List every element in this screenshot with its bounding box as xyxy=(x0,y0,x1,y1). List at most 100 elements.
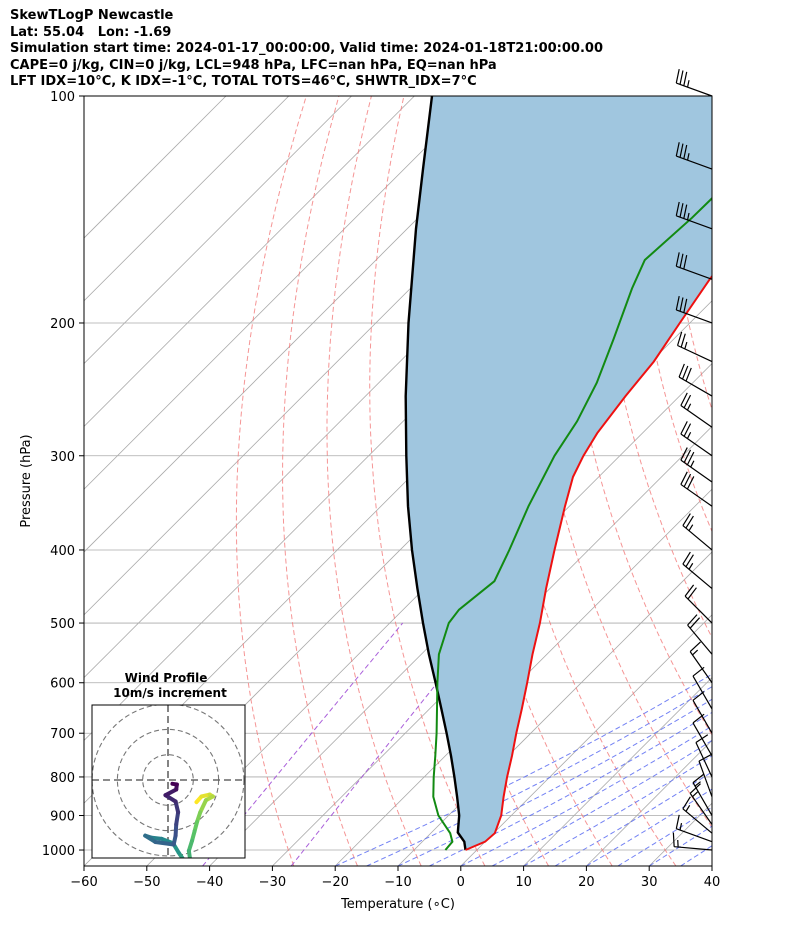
dry-adiabat-line xyxy=(596,96,712,639)
wind-barb-half-flag xyxy=(692,791,699,798)
wind-barb-half-flag xyxy=(679,823,683,831)
y-tick-label: 500 xyxy=(50,617,75,632)
title-line-stability: CAPE=0 j/kg, CIN=0 j/kg, LCL=948 hPa, LF… xyxy=(10,57,497,73)
wind-barb-shaft xyxy=(680,483,713,507)
wind-barb xyxy=(675,814,713,843)
y-tick-label: 800 xyxy=(50,771,75,786)
wind-barb-shaft xyxy=(692,722,713,757)
hodograph-trace-segment xyxy=(186,848,192,858)
temperature-profile-line xyxy=(465,274,712,851)
wind-barb-flag xyxy=(685,554,694,567)
wind-barb-half-flag xyxy=(694,781,701,787)
mixing-ratio-line xyxy=(202,622,404,866)
dry-adiabat-line xyxy=(729,96,794,866)
wind-barb xyxy=(689,641,713,684)
wind-barb-flag xyxy=(685,367,692,382)
wind-barb xyxy=(675,252,713,280)
wind-barb xyxy=(698,753,713,798)
wind-barb-flag xyxy=(692,691,705,701)
wind-barb-shaft xyxy=(676,265,713,280)
wind-barb xyxy=(675,201,713,230)
wind-barb xyxy=(680,421,713,457)
wind-barb-flag xyxy=(689,641,701,653)
wind-barb-flag xyxy=(675,296,680,311)
moist-adiabat-line xyxy=(460,725,712,866)
wind-barb-shaft xyxy=(680,433,713,457)
wind-barb xyxy=(687,614,713,655)
dry-adiabat-line xyxy=(326,96,422,866)
wind-barb-flag xyxy=(672,832,675,847)
y-axis-label: Pressure (hPa) xyxy=(19,434,34,527)
wind-barb-shaft xyxy=(689,651,713,684)
wind-barb-shaft xyxy=(698,760,713,798)
moist-adiabat-line xyxy=(775,96,794,866)
wind-barb-flag xyxy=(698,753,712,762)
wind-barb xyxy=(676,331,713,363)
wind-barb-flag xyxy=(692,713,705,724)
wind-barb xyxy=(684,584,713,624)
wind-barb-flag xyxy=(683,449,692,463)
wind-barb-flag xyxy=(675,69,680,84)
x-tick-label: 40 xyxy=(704,875,721,890)
wind-barb-shaft xyxy=(692,700,713,734)
wind-barb xyxy=(692,691,713,734)
hodograph-trace-segment xyxy=(170,781,179,787)
wind-barb-shaft xyxy=(682,563,713,589)
x-axis-label: Temperature (∘C) xyxy=(340,897,455,912)
moist-adiabat-line xyxy=(711,865,712,866)
title-line-indices: LFT IDX=10°C, K IDX=-1°C, TOTAL TOTS=46°… xyxy=(10,74,477,89)
wind-barb xyxy=(680,392,713,428)
wind-barb-flag xyxy=(686,451,695,466)
x-tick-label: −60 xyxy=(70,875,97,890)
wind-barb-half-flag xyxy=(686,212,690,221)
isotherm-line xyxy=(460,614,712,866)
isotherm-line xyxy=(711,865,712,866)
y-tick-label: 200 xyxy=(50,317,75,332)
wind-barb-shaft xyxy=(674,846,713,851)
wind-barb xyxy=(695,734,713,778)
wind-barb-half-flag xyxy=(686,80,690,88)
wind-barb-shaft xyxy=(687,624,713,655)
wind-barb-half-flag xyxy=(692,649,699,656)
plot-axes: −60 −50 −40 −30 −20 −10 0 10 20 30 40 100 200 300 400 5… xyxy=(42,90,720,890)
x-tick-label: 0 xyxy=(457,875,465,890)
wind-barb-flag xyxy=(681,365,689,380)
dry-adiabat-line xyxy=(282,96,358,866)
wind-barb xyxy=(680,447,713,483)
hodograph-trace-segment xyxy=(153,839,176,847)
wind-barb-flag xyxy=(679,253,684,268)
wind-barb-half-flag xyxy=(686,403,692,411)
wind-barb-flag xyxy=(680,471,688,485)
dewpoint-profile-line xyxy=(432,196,712,851)
isotherm-line xyxy=(272,425,712,866)
hodograph-trace-segment xyxy=(174,810,181,827)
isotherm-line xyxy=(84,96,478,490)
wind-barb-flag xyxy=(686,476,695,490)
wind-barb-shaft xyxy=(676,82,713,97)
y-tick-label: 700 xyxy=(50,727,75,742)
wind-barb-flag xyxy=(680,392,688,406)
wind-barb-shaft xyxy=(676,155,713,170)
wind-barb-flag xyxy=(689,617,701,629)
moist-adiabat-line xyxy=(397,698,712,866)
plot-data xyxy=(404,96,712,851)
wind-barb-half-flag xyxy=(688,562,694,570)
wind-barb-flag xyxy=(679,70,684,85)
wind-barb-half-flag xyxy=(685,805,691,812)
wind-barb-flag xyxy=(683,394,692,409)
wind-barb-shaft xyxy=(676,309,713,324)
y-tick-label: 400 xyxy=(50,544,75,559)
hodograph-title: Wind Profile xyxy=(125,671,208,685)
moist-adiabat-line xyxy=(491,739,712,866)
x-tick-label: −20 xyxy=(321,875,348,890)
isotherm-line xyxy=(523,677,712,866)
isotherm-line xyxy=(84,96,352,365)
wind-barb-shaft xyxy=(682,525,713,551)
wind-barb-flag xyxy=(676,331,683,346)
wind-barb-flag xyxy=(692,773,705,784)
wind-barb-shaft xyxy=(684,595,713,624)
wind-barb-flag xyxy=(683,423,692,437)
hodograph-trace-segment xyxy=(188,857,192,858)
